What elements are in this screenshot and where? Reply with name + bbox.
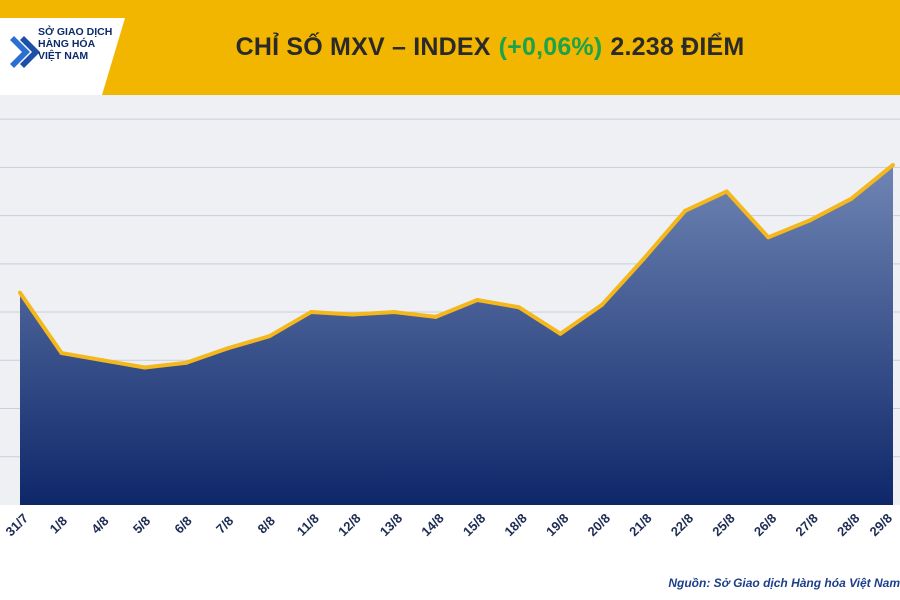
data-point-15/8 [475,298,480,302]
data-point-13/8 [392,310,397,315]
logo-chevron-icon [10,36,30,68]
logo-line-2: HÀNG HÓA [38,38,96,50]
data-point-18/8 [516,305,521,310]
data-point-12/8 [350,312,355,317]
data-point-27/8 [807,218,812,223]
data-point-26/8 [766,235,771,240]
x-tick-label: 6/8 [171,513,194,536]
x-tick-label: 22/8 [668,511,697,540]
x-tick-label: 4/8 [88,513,111,536]
x-tick-label: 18/8 [501,511,530,540]
logo-panel [0,18,125,95]
x-tick-label: 29/8 [867,511,896,540]
x-axis-ticks: 31/7 1/8 4/8 5/8 6/8 7/8 8/8 11/8 12/8 13/8 14/8 15… [3,511,896,540]
x-tick-label: 14/8 [418,511,447,540]
chart-title: CHỈ SỐ MXV – INDEX (+0,06%) 2.238 ĐIỂM [0,0,900,95]
data-point-14/8 [433,314,438,319]
data-point-7/8 [225,346,230,351]
x-tick-label: 26/8 [751,511,780,540]
area-fill [20,164,893,506]
x-tick-label: 1/8 [47,513,70,536]
data-point-21/8 [641,257,646,261]
x-tick-label: 31/7 [3,511,32,540]
series-line [18,163,895,370]
x-tick-label: 27/8 [792,511,821,540]
data-point-11/8 [309,310,313,315]
x-tick-label: 12/8 [335,511,364,540]
data-point-5/8 [142,365,147,370]
x-tick-label: 5/8 [130,513,153,536]
source-note: Nguồn: Sở Giao dịch Hàng hóa Việt Nam [668,576,900,590]
x-tick-label: 11/8 [294,511,322,539]
data-point-8/8 [267,334,272,339]
data-point-6/8 [184,360,189,365]
data-point-19/8 [558,331,563,336]
x-tick-label: 7/8 [213,513,236,536]
logo-text: SỞ GIAO DỊCH HÀNG HÓA VIỆT NAM [38,26,158,62]
title-prefix: CHỈ SỐ MXV – INDEX [235,33,491,61]
x-tick-label: 19/8 [543,511,572,540]
data-points [18,162,895,370]
logo-line-1: SỞ GIAO DỊCH [38,26,113,38]
x-tick-label: 28/8 [834,511,863,540]
data-point-29/8 [891,162,895,167]
x-tick-label: 15/8 [460,511,489,540]
x-tick-label: 13/8 [377,511,406,540]
title-banner [0,0,900,95]
data-point-28/8 [849,196,854,201]
title-change: (+0,06%) [498,33,603,61]
title-suffix: 2.238 ĐIỂM [610,33,745,61]
x-tick-label: 25/8 [709,511,738,540]
logo-line-3: VIỆT NAM [38,50,89,62]
data-point-4/8 [101,358,106,363]
data-point-22/8 [683,208,688,213]
x-tick-label: 20/8 [585,511,614,540]
x-tick-label: 21/8 [626,511,655,540]
data-point-1/8 [59,351,64,356]
data-point-31/7 [18,290,22,295]
data-point-20/8 [600,302,604,307]
x-tick-label: 8/8 [255,513,278,536]
data-point-25/8 [724,189,729,194]
